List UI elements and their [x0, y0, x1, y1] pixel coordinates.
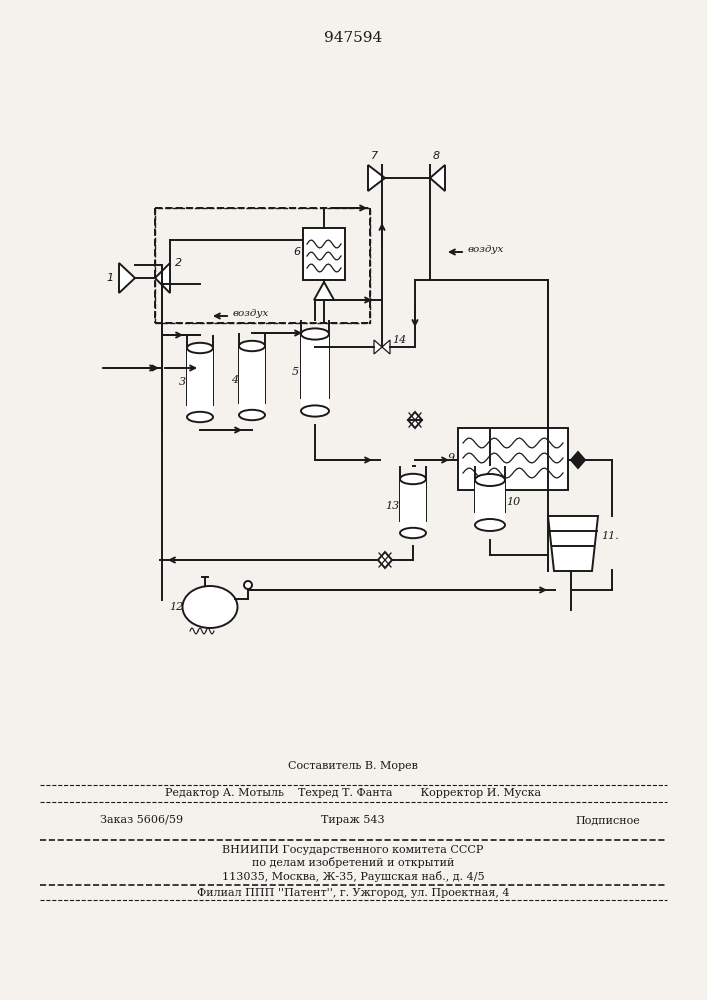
- Polygon shape: [378, 552, 392, 568]
- Text: 14: 14: [392, 335, 407, 345]
- Polygon shape: [382, 340, 390, 354]
- Polygon shape: [155, 263, 170, 293]
- Text: 11.: 11.: [601, 531, 619, 541]
- Text: 3: 3: [179, 377, 186, 387]
- Polygon shape: [571, 452, 585, 468]
- Ellipse shape: [187, 343, 213, 353]
- Circle shape: [244, 581, 252, 589]
- Bar: [187, 348, 213, 417]
- Text: 12: 12: [169, 602, 183, 612]
- Bar: [303, 228, 345, 280]
- Bar: [400, 479, 426, 533]
- Bar: [155, 208, 370, 323]
- Ellipse shape: [400, 474, 426, 484]
- Ellipse shape: [239, 410, 265, 420]
- Bar: [458, 428, 568, 490]
- Bar: [475, 480, 505, 525]
- Text: 13: 13: [385, 501, 399, 511]
- Ellipse shape: [187, 412, 213, 422]
- Text: воздух: воздух: [468, 245, 504, 254]
- Text: 1: 1: [107, 273, 114, 283]
- Text: Заказ 5606/59: Заказ 5606/59: [100, 815, 183, 825]
- Text: 4: 4: [231, 375, 238, 385]
- Ellipse shape: [301, 328, 329, 340]
- Text: 947594: 947594: [324, 31, 382, 45]
- Text: 2: 2: [175, 258, 182, 268]
- Text: Составитель В. Морев: Составитель В. Морев: [288, 761, 418, 771]
- Text: 9: 9: [448, 453, 455, 463]
- Ellipse shape: [475, 519, 505, 531]
- Bar: [239, 346, 265, 415]
- Text: 6: 6: [293, 247, 300, 257]
- Ellipse shape: [239, 341, 265, 351]
- Text: Тираж 543: Тираж 543: [321, 815, 385, 825]
- Ellipse shape: [182, 586, 238, 628]
- Polygon shape: [430, 165, 445, 191]
- Text: 5: 5: [292, 367, 299, 377]
- Polygon shape: [374, 340, 382, 354]
- Ellipse shape: [301, 405, 329, 417]
- Polygon shape: [548, 516, 598, 571]
- Ellipse shape: [475, 474, 505, 486]
- Text: 8: 8: [433, 151, 440, 161]
- Polygon shape: [408, 412, 422, 428]
- Text: по делам изобретений и открытий: по делам изобретений и открытий: [252, 857, 454, 868]
- Polygon shape: [368, 165, 385, 191]
- Text: Редактор А. Мотыль    Техред Т. Фанта        Корректор И. Муска: Редактор А. Мотыль Техред Т. Фанта Корре…: [165, 788, 541, 798]
- Text: ВНИИПИ Государственного комитета СССР: ВНИИПИ Государственного комитета СССР: [222, 845, 484, 855]
- Polygon shape: [119, 263, 135, 293]
- Bar: [301, 334, 329, 411]
- Text: воздух: воздух: [233, 310, 269, 318]
- Text: 7: 7: [371, 151, 378, 161]
- Text: 10: 10: [506, 497, 520, 507]
- Text: Подписное: Подписное: [575, 815, 640, 825]
- Ellipse shape: [400, 528, 426, 538]
- Text: 113035, Москва, Ж-35, Раушская наб., д. 4/5: 113035, Москва, Ж-35, Раушская наб., д. …: [222, 870, 484, 882]
- Text: Филиал ППП ''Патент'', г. Ужгород, ул. Проектная, 4: Филиал ППП ''Патент'', г. Ужгород, ул. П…: [197, 888, 509, 898]
- Polygon shape: [314, 282, 334, 300]
